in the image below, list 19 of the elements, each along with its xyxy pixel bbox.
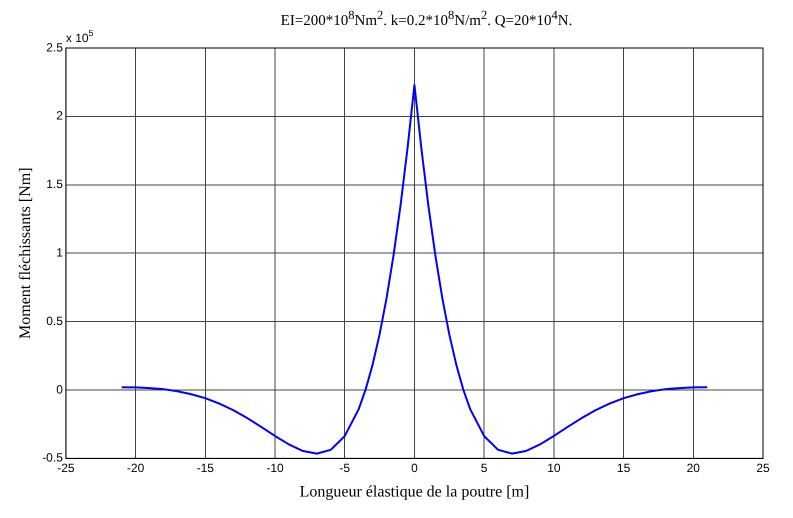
y-tick-label: 0: [56, 382, 64, 396]
x-tick-label: 10: [547, 460, 561, 475]
y-tick-label: 2.5: [46, 40, 64, 54]
x-axis-title: Longueur élastique de la poutre [m]: [300, 484, 530, 501]
x-tick-label: -10: [266, 460, 284, 475]
x-tick-label: 15: [616, 460, 631, 475]
y-tick-label: 2: [56, 108, 64, 123]
chart-title: EI=200*10$^{8}$Nm$^{2}$. k=0.2*10$^{8}$N/m$^{2}$. Q=20*10$^{4}$N.: [280, 8, 572, 29]
x-tick-label: -5: [339, 460, 350, 475]
y-tick-label: 0.5: [46, 314, 64, 328]
x-tick-label: 5: [480, 460, 488, 475]
x-tick-label: 25: [756, 460, 770, 475]
y-tick-label: 1: [56, 246, 64, 260]
x-tick-label: 0: [411, 460, 418, 475]
x-tick-label: -15: [196, 460, 214, 475]
x-tick-label: 20: [686, 460, 700, 475]
x-tick-label: -20: [126, 460, 145, 475]
y-tick-label: 1.5: [46, 177, 64, 192]
y-axis-title: Moment fléchissants [Nm]: [16, 167, 34, 339]
